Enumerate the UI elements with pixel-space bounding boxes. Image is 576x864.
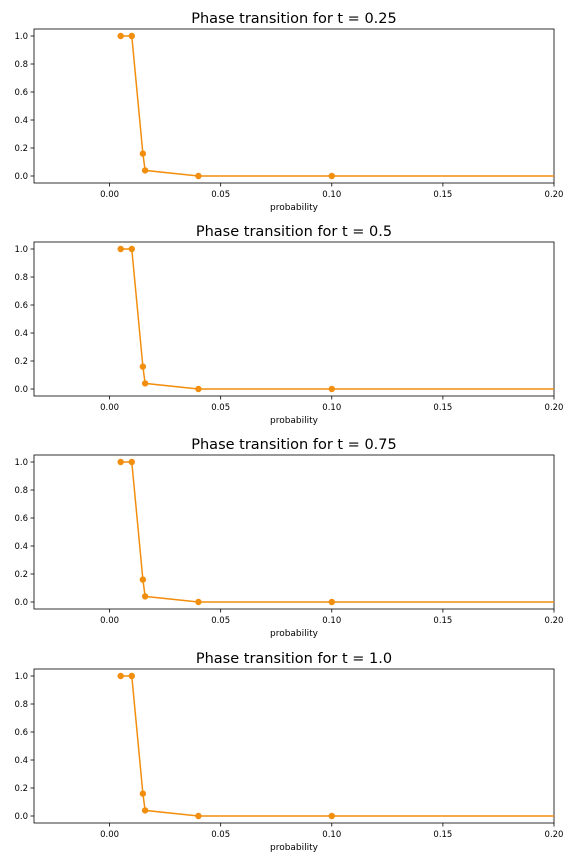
x-tick-label: 0.05 [211, 616, 230, 626]
y-tick-label: 0.6 [14, 88, 28, 98]
y-tick-label: 0.4 [14, 329, 28, 339]
x-tick-label: 0.05 [211, 830, 230, 840]
data-point [141, 380, 149, 387]
y-tick-label: 0.4 [14, 542, 28, 552]
x-tick-label: 0.20 [545, 616, 564, 626]
y-tick-label: 0.2 [14, 784, 28, 794]
series-line [120, 675, 554, 817]
x-tick-label: 0.10 [322, 403, 341, 413]
y-tick-label: 0.6 [14, 301, 28, 311]
x-tick-label: 0.20 [545, 403, 564, 413]
y-tick-label: 0.6 [14, 514, 28, 524]
data-point [117, 672, 124, 680]
x-tick-label: 0.10 [322, 190, 341, 200]
series-line [120, 461, 554, 603]
data-point [141, 807, 149, 814]
x-tick-label: 0.15 [433, 403, 452, 413]
data-point [117, 32, 124, 40]
data-point [195, 385, 202, 393]
x-axis-label: probability [270, 843, 319, 853]
data-point [328, 172, 335, 180]
data-point [195, 812, 202, 820]
axes-frame [33, 454, 555, 610]
x-tick-label: 0.15 [433, 616, 452, 626]
data-point [117, 245, 124, 253]
chart-4: Phase transition for t = 1.0 0.00 0.05 0.10… [14, 651, 563, 853]
data-point [195, 172, 202, 180]
chart-title: Phase transition for t = 0.75 [191, 437, 396, 453]
x-axis-label: probability [270, 416, 319, 426]
series-line [120, 248, 554, 390]
chart-1: Phase transition for t = 0.25 0.00 0.05 0.1… [14, 11, 563, 213]
y-tick-label: 1.0 [14, 32, 28, 42]
x-tick-label: 0.00 [100, 190, 119, 200]
y-tick-label: 0.0 [14, 172, 28, 182]
x-tick-label: 0.20 [545, 830, 564, 840]
axes-frame [33, 668, 555, 824]
chart-title: Phase transition for t = 0.25 [191, 11, 396, 27]
x-tick-label: 0.20 [545, 190, 564, 200]
chart-title: Phase transition for t = 1.0 [196, 651, 392, 667]
data-point [141, 167, 149, 174]
data-point [117, 458, 124, 466]
chart-3: Phase transition for t = 0.75 0.00 0.05 0.1… [14, 437, 563, 639]
y-tick-label: 0.0 [14, 385, 28, 395]
y-tick-label: 0.4 [14, 756, 28, 766]
data-point [328, 385, 335, 393]
x-tick-label: 0.15 [433, 830, 452, 840]
series-line [120, 35, 554, 177]
x-tick-label: 0.15 [433, 190, 452, 200]
data-point [139, 576, 147, 583]
x-axis-label: probability [270, 203, 319, 213]
x-tick-label: 0.00 [100, 616, 119, 626]
x-tick-label: 0.10 [322, 830, 341, 840]
x-tick-label: 0.00 [100, 830, 119, 840]
y-tick-label: 0.8 [14, 486, 28, 496]
data-point [195, 598, 202, 606]
x-tick-label: 0.05 [211, 190, 230, 200]
data-point [139, 363, 147, 370]
y-tick-label: 0.8 [14, 60, 28, 70]
x-tick-label: 0.00 [100, 403, 119, 413]
y-tick-label: 0.2 [14, 570, 28, 580]
y-tick-label: 0.2 [14, 357, 28, 367]
y-tick-label: 0.2 [14, 144, 28, 154]
chart-2: Phase transition for t = 0.5 0.00 0.05 0.10… [14, 224, 563, 426]
axes-frame [33, 241, 555, 397]
data-point [141, 593, 149, 600]
y-tick-label: 1.0 [14, 458, 28, 468]
data-point [328, 598, 335, 606]
data-point [328, 812, 335, 820]
data-point [139, 150, 147, 157]
chart-title: Phase transition for t = 0.5 [196, 224, 392, 240]
y-tick-label: 1.0 [14, 672, 28, 682]
data-point [128, 245, 135, 253]
x-tick-label: 0.10 [322, 616, 341, 626]
y-tick-label: 0.6 [14, 728, 28, 738]
x-axis-label: probability [270, 629, 319, 639]
axes-frame [33, 28, 555, 184]
y-tick-label: 0.0 [14, 812, 28, 822]
y-tick-label: 0.8 [14, 700, 28, 710]
data-point [128, 32, 135, 40]
y-tick-label: 0.8 [14, 273, 28, 283]
y-tick-label: 1.0 [14, 245, 28, 255]
data-point [128, 672, 135, 680]
x-tick-label: 0.05 [211, 403, 230, 413]
y-tick-label: 0.4 [14, 116, 28, 126]
y-tick-label: 0.0 [14, 598, 28, 608]
data-point [139, 790, 147, 797]
data-point [128, 458, 135, 466]
